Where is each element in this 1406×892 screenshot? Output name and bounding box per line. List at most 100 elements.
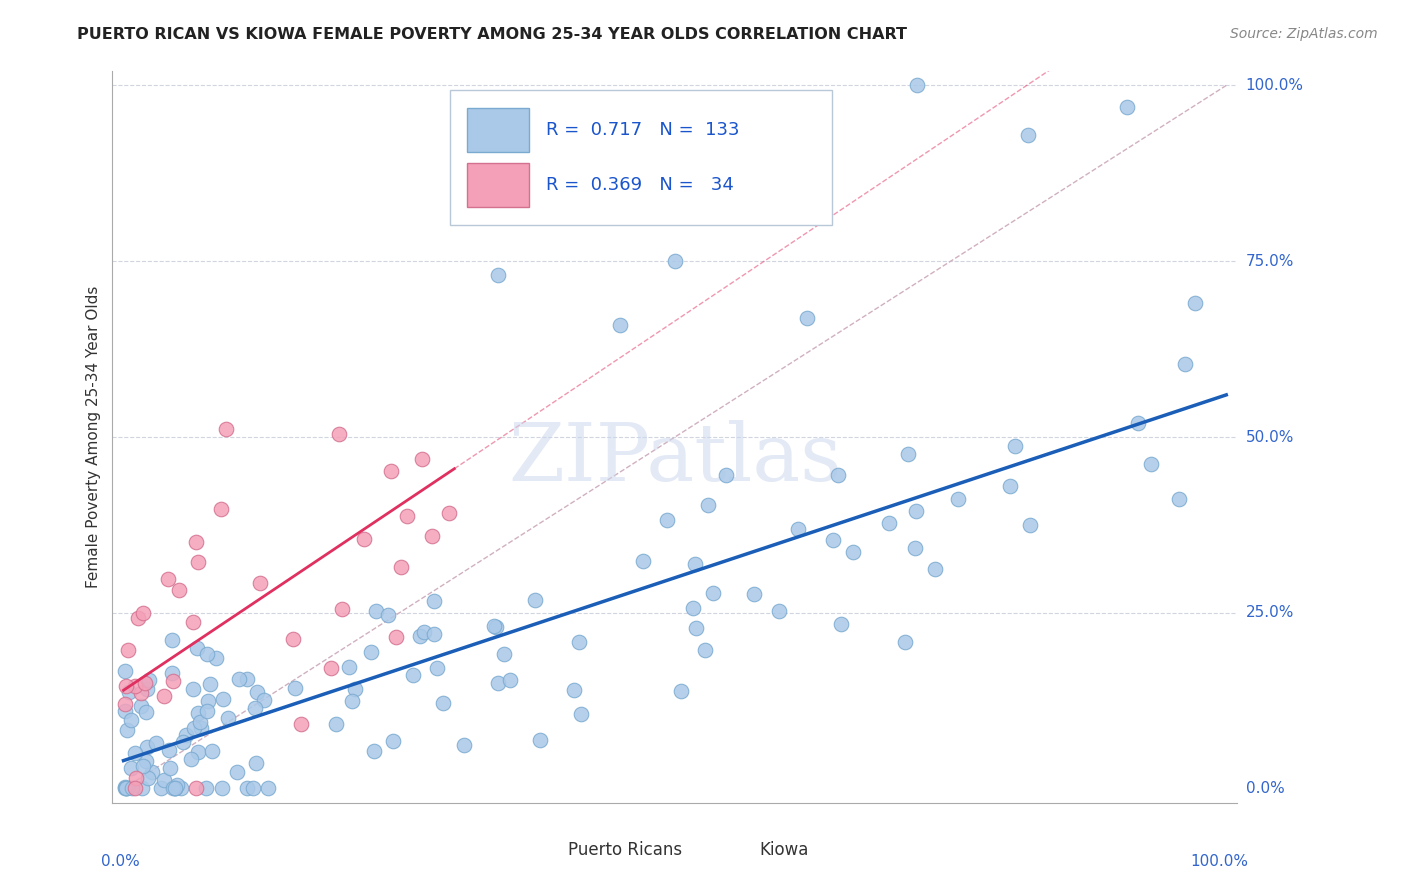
- Point: [197, 694, 219, 708]
- Point: [842, 545, 865, 559]
- Point: [253, 692, 276, 706]
- Point: [821, 533, 844, 548]
- Point: [249, 576, 271, 591]
- Point: [212, 692, 235, 706]
- Point: [205, 651, 228, 665]
- Point: [385, 631, 408, 645]
- Text: 0.0%: 0.0%: [101, 854, 141, 869]
- Point: [195, 780, 218, 795]
- Point: [484, 620, 506, 634]
- Point: [1174, 357, 1197, 371]
- Point: [183, 722, 205, 736]
- Point: [135, 740, 157, 755]
- Point: [167, 582, 190, 597]
- Point: [124, 746, 146, 760]
- Point: [180, 752, 202, 766]
- Point: [115, 723, 138, 737]
- Point: [226, 765, 249, 780]
- Point: [211, 780, 233, 795]
- Point: [396, 508, 419, 523]
- Text: Source: ZipAtlas.com: Source: ZipAtlas.com: [1230, 27, 1378, 41]
- Point: [998, 479, 1021, 493]
- Point: [153, 772, 176, 787]
- Point: [796, 310, 818, 325]
- Point: [340, 694, 363, 708]
- Point: [124, 780, 146, 795]
- Point: [115, 780, 138, 795]
- Point: [150, 780, 173, 795]
- Text: PUERTO RICAN VS KIOWA FEMALE POVERTY AMONG 25-34 YEAR OLDS CORRELATION CHART: PUERTO RICAN VS KIOWA FEMALE POVERTY AMO…: [77, 27, 907, 42]
- Point: [382, 733, 405, 747]
- FancyBboxPatch shape: [703, 836, 748, 865]
- Point: [391, 560, 413, 574]
- Point: [432, 697, 454, 711]
- Point: [1017, 128, 1039, 142]
- Point: [159, 761, 181, 775]
- Point: [695, 642, 717, 657]
- Point: [138, 673, 160, 688]
- Point: [319, 661, 342, 675]
- Point: [136, 771, 159, 785]
- Point: [488, 268, 510, 283]
- Point: [830, 617, 852, 632]
- Point: [135, 754, 157, 768]
- FancyBboxPatch shape: [512, 836, 557, 865]
- Point: [363, 744, 385, 758]
- Point: [437, 506, 460, 520]
- Point: [402, 667, 425, 681]
- Point: [682, 600, 704, 615]
- Point: [787, 522, 810, 536]
- Y-axis label: Female Poverty Among 25-34 Year Olds: Female Poverty Among 25-34 Year Olds: [86, 286, 101, 588]
- Point: [569, 706, 592, 721]
- Point: [145, 736, 167, 750]
- Point: [364, 604, 387, 618]
- Point: [281, 632, 304, 646]
- Point: [127, 610, 149, 624]
- Point: [242, 780, 264, 795]
- Point: [129, 686, 152, 700]
- Point: [134, 676, 156, 690]
- Point: [486, 676, 509, 690]
- Point: [174, 728, 197, 742]
- Point: [198, 677, 221, 691]
- Point: [827, 468, 849, 483]
- Point: [332, 602, 354, 616]
- Point: [360, 645, 382, 659]
- Text: 50.0%: 50.0%: [1246, 430, 1294, 444]
- Point: [166, 778, 188, 792]
- Point: [118, 684, 141, 698]
- Point: [283, 681, 305, 695]
- Point: [156, 572, 179, 586]
- Point: [411, 452, 433, 467]
- Point: [246, 684, 269, 698]
- Point: [494, 647, 516, 661]
- Point: [529, 733, 551, 747]
- Point: [924, 562, 946, 576]
- Point: [328, 427, 350, 442]
- Point: [768, 604, 790, 618]
- Point: [215, 422, 238, 436]
- Point: [201, 744, 224, 758]
- Point: [186, 780, 208, 795]
- Point: [290, 717, 312, 731]
- Point: [209, 501, 232, 516]
- Point: [420, 529, 443, 543]
- FancyBboxPatch shape: [450, 89, 832, 225]
- Point: [125, 771, 148, 785]
- Point: [1126, 416, 1149, 430]
- Point: [115, 780, 138, 795]
- Point: [657, 513, 679, 527]
- Point: [132, 758, 155, 772]
- Point: [669, 684, 692, 698]
- Point: [337, 660, 360, 674]
- Point: [423, 627, 446, 641]
- Point: [186, 640, 208, 655]
- Point: [353, 532, 375, 546]
- Point: [697, 498, 720, 512]
- Point: [377, 608, 399, 623]
- Point: [716, 467, 738, 482]
- Point: [153, 689, 176, 703]
- Point: [115, 780, 138, 795]
- Text: 25.0%: 25.0%: [1246, 606, 1294, 621]
- Point: [195, 647, 218, 661]
